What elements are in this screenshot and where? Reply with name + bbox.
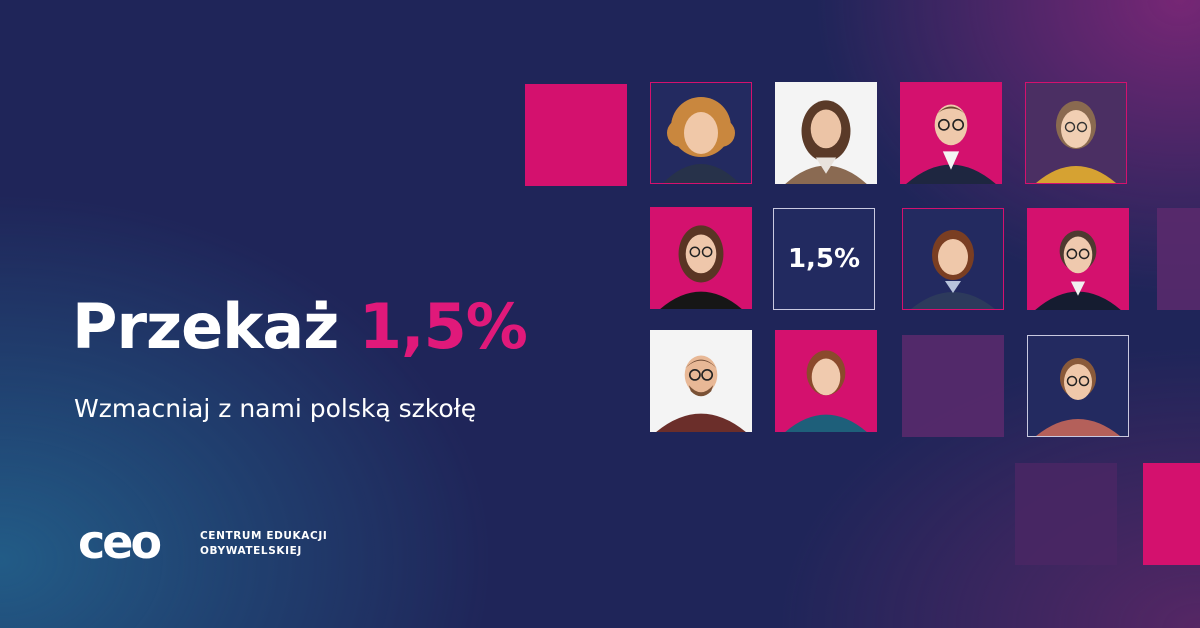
logo-wordmark: CENTRUM EDUKACJI OBYWATELSKIEJ [200,529,327,559]
team-photo-1 [650,82,752,184]
team-photo-8 [650,330,752,432]
team-photo-6 [902,208,1004,310]
percentage-tile: 1,5% [773,208,875,310]
svg-text:ceo: ceo [78,522,160,566]
decorative-purple-tile [1157,208,1200,310]
team-photo-3 [900,82,1002,184]
team-photo-5 [650,207,752,309]
person-portrait-icon [660,225,742,309]
ceo-logo-mark: ceo [78,522,163,566]
person-portrait-icon [906,104,996,184]
team-photo-9 [775,330,877,432]
logo-line-1: CENTRUM EDUKACJI [200,529,328,542]
person-portrait-icon [785,100,867,184]
logo-line-2: OBYWATELSKIEJ [200,545,302,557]
person-portrait-icon [1035,230,1121,310]
team-photo-4 [1025,82,1127,184]
team-photo-10 [1027,335,1129,437]
headline: Przekaż 1,5% [72,296,528,358]
team-photo-2 [775,82,877,184]
person-portrait-icon [663,97,739,183]
decorative-pink-tile [1143,463,1200,565]
person-portrait-icon [1036,101,1116,183]
person-portrait-icon [785,350,867,432]
subheadline: Wzmacniaj z nami polską szkołę [74,394,477,423]
decorative-purple-tile [902,335,1004,437]
decorative-purple-tile [1015,463,1117,565]
headline-accent: 1,5% [358,290,528,363]
team-photo-7 [1027,208,1129,310]
person-portrait-icon [1036,358,1120,436]
person-portrait-icon [911,230,995,309]
headline-text: Przekaż [72,290,339,363]
person-portrait-icon [656,355,746,432]
decorative-pink-tile [525,84,627,186]
ceo-logo: ceo CENTRUM EDUKACJI OBYWATELSKIEJ [78,522,327,566]
